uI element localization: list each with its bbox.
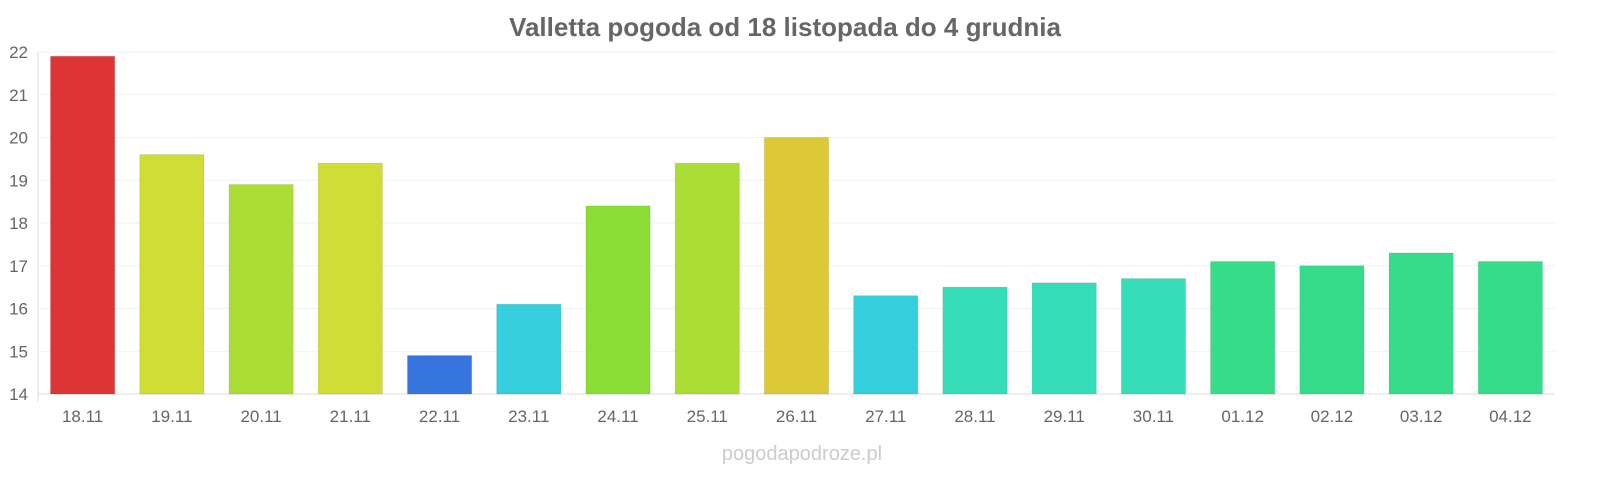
y-tick-label: 16: [9, 300, 28, 319]
x-tick-label: 04.12: [1489, 407, 1532, 426]
x-tick-label: 21.11: [330, 407, 371, 426]
bar: [1477, 260, 1544, 395]
y-tick-label: 17: [9, 257, 28, 276]
y-tick-label: 19: [9, 171, 28, 190]
y-tick-label: 14: [9, 385, 28, 404]
bar: [49, 55, 116, 395]
x-tick-label: 24.11: [597, 407, 638, 426]
bar: [942, 286, 1008, 395]
bar: [853, 295, 919, 395]
x-tick-label: 23.11: [508, 407, 549, 426]
bar: [763, 137, 830, 395]
x-tick-label: 29.11: [1044, 407, 1085, 426]
bar: [585, 205, 651, 395]
y-tick-label: 22: [9, 43, 28, 62]
bar: [1120, 278, 1187, 395]
y-tick-label: 18: [9, 214, 28, 233]
x-tick-label: 27.11: [865, 407, 906, 426]
chart-title: Valletta pogoda od 18 listopada do 4 gru…: [509, 12, 1061, 42]
bar: [1388, 252, 1454, 395]
bar: [317, 162, 383, 395]
x-tick-label: 01.12: [1221, 407, 1264, 426]
y-tick-label: 20: [9, 129, 28, 148]
x-tick-label: 19.11: [151, 407, 192, 426]
bar: [228, 184, 294, 395]
x-tick-label: 22.11: [419, 407, 460, 426]
x-tick-label: 18.11: [62, 407, 103, 426]
y-tick-label: 15: [9, 342, 28, 361]
y-tick-label: 21: [9, 86, 28, 105]
bar: [1031, 282, 1097, 395]
bar: [139, 154, 205, 395]
x-tick-label: 25.11: [687, 407, 728, 426]
watermark: pogodapodroze.pl: [722, 443, 882, 465]
x-tick-label: 26.11: [776, 407, 817, 426]
bar: [406, 355, 473, 395]
bar: [1210, 260, 1276, 395]
bar: [496, 303, 562, 395]
bar: [674, 162, 740, 395]
bar: [1299, 265, 1365, 395]
x-tick-label: 30.11: [1133, 407, 1174, 426]
x-tick-label: 28.11: [954, 407, 995, 426]
x-tick-label: 02.12: [1311, 407, 1354, 426]
x-tick-label: 20.11: [240, 407, 281, 426]
x-tick-label: 03.12: [1400, 407, 1443, 426]
